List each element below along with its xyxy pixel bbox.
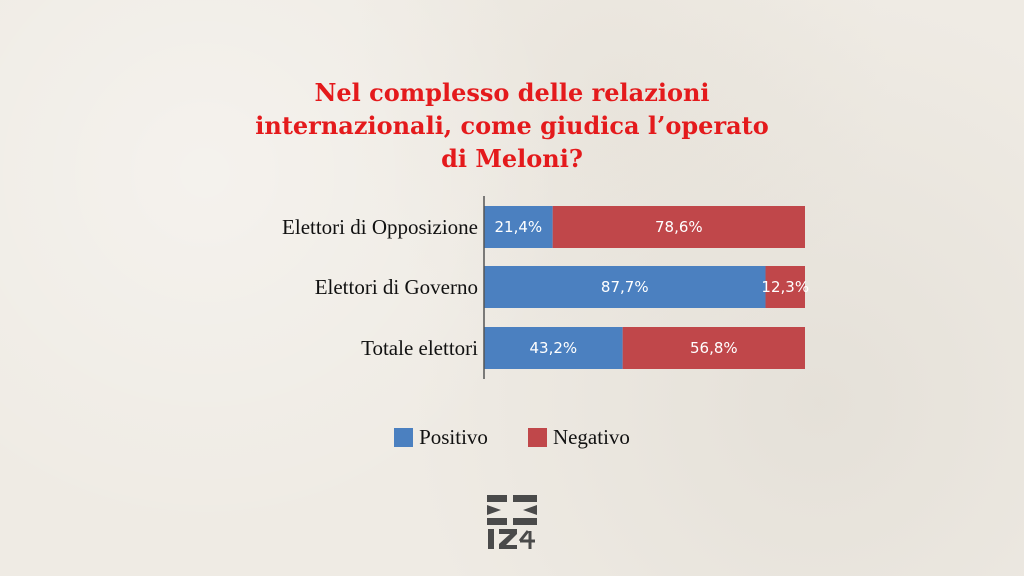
data-label: 21,4%: [495, 218, 543, 236]
chart-legend: Positivo Negativo: [0, 425, 1024, 450]
data-label: 56,8%: [690, 339, 738, 357]
chart-title-line: di Meloni?: [441, 144, 583, 173]
bar-segment-positivo: [484, 206, 553, 248]
legend-label-negativo: Negativo: [552, 425, 630, 449]
bar-segment-positivo: [484, 266, 766, 308]
bar-segment-negativo: [765, 266, 805, 308]
legend-swatch-negativo: [527, 428, 547, 447]
data-label: 43,2%: [530, 339, 578, 357]
bar-segment-negativo: [622, 327, 805, 369]
legend-item-positivo: Positivo: [394, 425, 488, 450]
data-label: 87,7%: [601, 278, 649, 296]
data-label: 78,6%: [655, 218, 703, 236]
legend-swatch-positivo: [394, 428, 414, 447]
chart-title-line: internazionali, come giudica l’operato: [255, 111, 769, 140]
bar-segment-positivo: [484, 327, 623, 369]
iz-logo-icon: [487, 495, 537, 549]
legend-label-positivo: Positivo: [419, 425, 488, 449]
category-label: Elettori di Opposizione: [282, 215, 478, 239]
category-label: Totale elettori: [361, 336, 478, 360]
legend-item-negativo: Negativo: [527, 425, 630, 450]
chart-title: Nel complesso delle relazioni internazio…: [0, 76, 1024, 175]
bar-segment-negativo: [552, 206, 805, 248]
category-label: Elettori di Governo: [315, 275, 478, 299]
data-label: 12,3%: [761, 278, 809, 296]
chart-title-line: Nel complesso delle relazioni: [314, 78, 710, 107]
